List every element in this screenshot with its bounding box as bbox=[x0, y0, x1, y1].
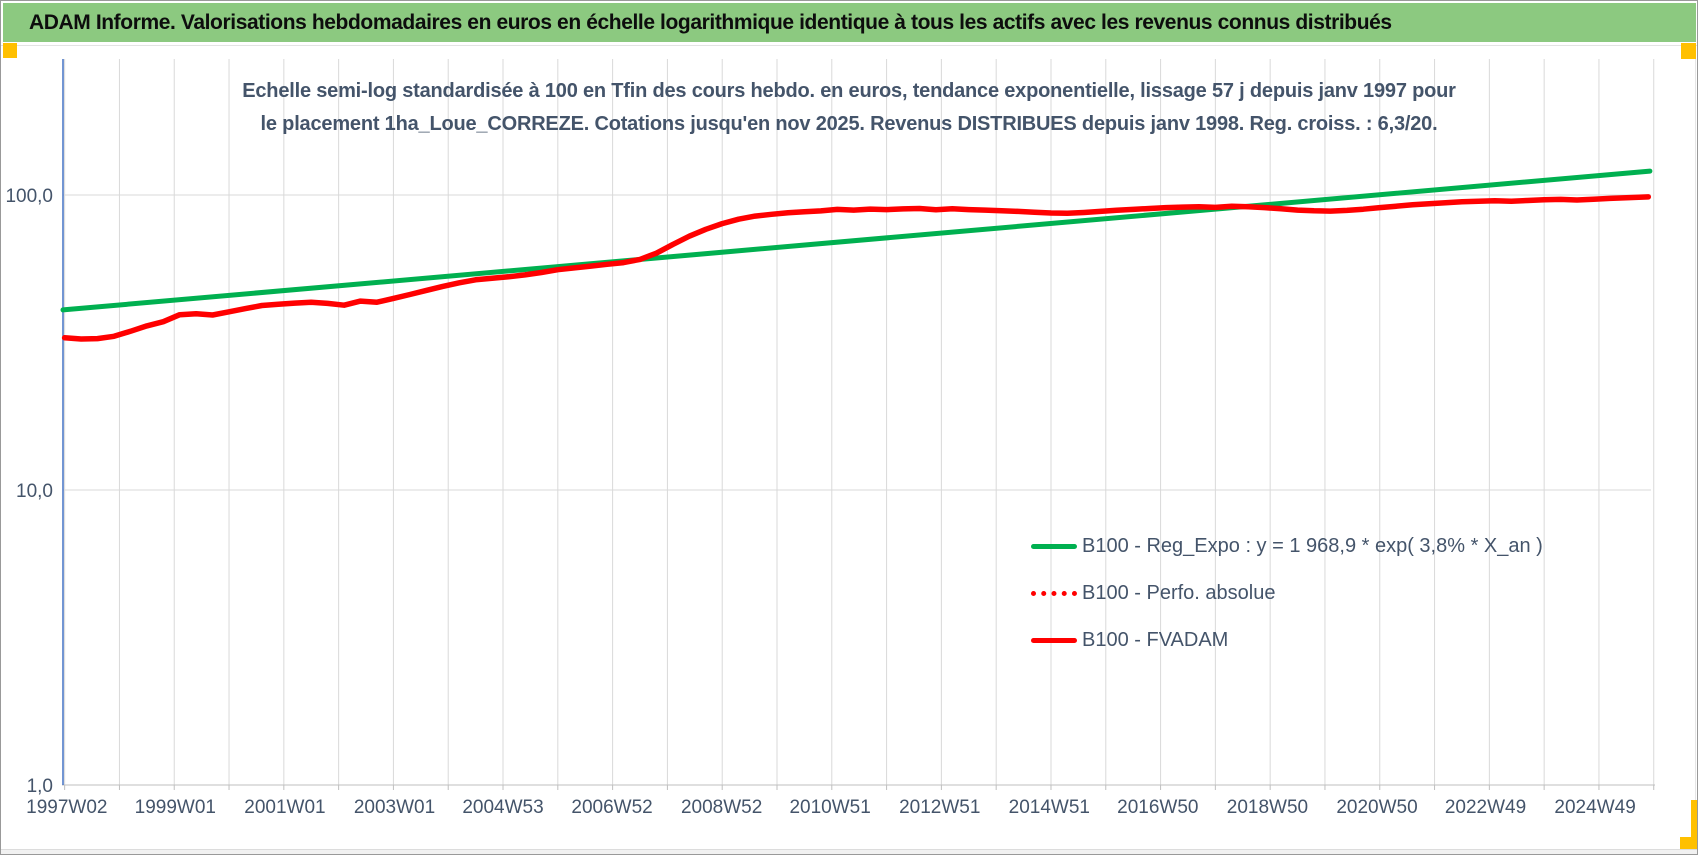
legend-swatch-red-dotted-line-icon bbox=[1031, 591, 1077, 596]
series-line-2 bbox=[61, 194, 1652, 342]
y-tick-label: 1,0 bbox=[27, 776, 53, 797]
series-line-1 bbox=[62, 194, 1651, 341]
x-tick-label: 2012W51 bbox=[899, 797, 980, 818]
selection-handle-top-left bbox=[3, 43, 17, 58]
selection-handle-right-bar bbox=[1691, 800, 1697, 838]
x-tick-label: 2024W49 bbox=[1554, 797, 1635, 818]
chart-title: Echelle semi-log standardisée à 100 en T… bbox=[242, 80, 1456, 135]
x-tick-label: 2016W50 bbox=[1117, 797, 1198, 818]
x-tick-label: 2001W01 bbox=[244, 797, 325, 818]
sheet-row-strip bbox=[1, 849, 1697, 854]
chart-legend: B100 - Reg_Expo : y = 1 968,9 * exp( 3,8… bbox=[1031, 523, 1543, 664]
x-tick-label: 1997W02 bbox=[26, 797, 107, 818]
legend-item-fvadam[interactable]: B100 - FVADAM bbox=[1031, 617, 1543, 664]
selection-handle-bottom-right bbox=[1680, 837, 1697, 850]
x-tick-label: 2020W50 bbox=[1336, 797, 1417, 818]
x-tick-label: 1999W01 bbox=[135, 797, 216, 818]
x-tick-label: 2004W53 bbox=[462, 797, 543, 818]
legend-swatch-red-line-icon bbox=[1031, 638, 1077, 643]
x-tick-label: 2006W52 bbox=[571, 797, 652, 818]
legend-item-perfo-absolue[interactable]: B100 - Perfo. absolue bbox=[1031, 570, 1543, 617]
header-bar: ADAM Informe. Valorisations hebdomadaire… bbox=[3, 3, 1696, 42]
x-tick-label: 2018W50 bbox=[1227, 797, 1308, 818]
legend-item-reg-expo[interactable]: B100 - Reg_Expo : y = 1 968,9 * exp( 3,8… bbox=[1031, 523, 1543, 570]
legend-label: B100 - FVADAM bbox=[1082, 629, 1229, 651]
x-tick-label: 2022W49 bbox=[1445, 797, 1526, 818]
selection-handle-top-right bbox=[1681, 43, 1696, 59]
x-tick-label: 2003W01 bbox=[354, 797, 435, 818]
column-divider bbox=[1695, 45, 1696, 849]
series-line-0 bbox=[60, 168, 1653, 313]
x-tick-label: 2010W51 bbox=[789, 797, 870, 818]
y-tick-label: 10,0 bbox=[16, 481, 53, 502]
legend-swatch-green-line-icon bbox=[1031, 544, 1077, 549]
legend-label: B100 - Reg_Expo : y = 1 968,9 * exp( 3,8… bbox=[1082, 535, 1543, 557]
row-divider bbox=[1, 45, 1697, 46]
legend-label: B100 - Perfo. absolue bbox=[1082, 582, 1276, 604]
x-tick-label: 2014W51 bbox=[1009, 797, 1090, 818]
x-tick-label: 2008W52 bbox=[681, 797, 762, 818]
page-title: ADAM Informe. Valorisations hebdomadaire… bbox=[29, 10, 1392, 34]
y-tick-label: 100,0 bbox=[5, 186, 53, 207]
